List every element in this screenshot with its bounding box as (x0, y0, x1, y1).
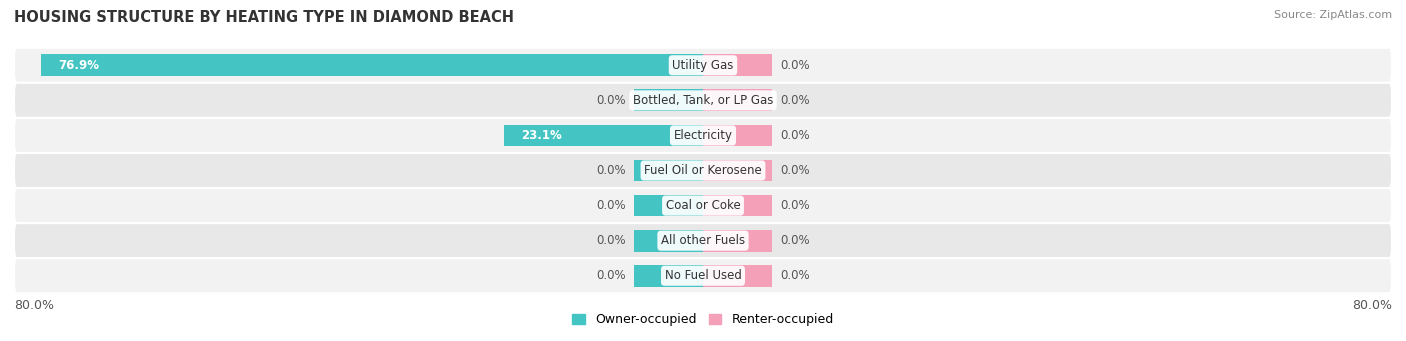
Text: 76.9%: 76.9% (58, 59, 98, 72)
Text: No Fuel Used: No Fuel Used (665, 269, 741, 282)
Text: Source: ZipAtlas.com: Source: ZipAtlas.com (1274, 10, 1392, 20)
FancyBboxPatch shape (14, 188, 1392, 223)
Text: All other Fuels: All other Fuels (661, 234, 745, 247)
Bar (634, 160, 703, 181)
FancyBboxPatch shape (14, 223, 1392, 258)
Bar (634, 230, 703, 252)
Text: 0.0%: 0.0% (780, 129, 810, 142)
FancyBboxPatch shape (14, 83, 1392, 118)
Bar (703, 265, 772, 286)
Text: 0.0%: 0.0% (780, 234, 810, 247)
Text: 0.0%: 0.0% (596, 94, 626, 107)
Text: 0.0%: 0.0% (780, 59, 810, 72)
Text: 0.0%: 0.0% (780, 269, 810, 282)
Bar (634, 265, 703, 286)
Text: Bottled, Tank, or LP Gas: Bottled, Tank, or LP Gas (633, 94, 773, 107)
Legend: Owner-occupied, Renter-occupied: Owner-occupied, Renter-occupied (568, 308, 838, 331)
Text: 0.0%: 0.0% (780, 94, 810, 107)
Bar (703, 89, 772, 111)
Text: 80.0%: 80.0% (14, 298, 53, 312)
Bar (41, 55, 703, 76)
Bar (703, 160, 772, 181)
Bar (703, 195, 772, 217)
Text: 0.0%: 0.0% (596, 234, 626, 247)
Text: 23.1%: 23.1% (522, 129, 562, 142)
Bar (703, 124, 772, 146)
Bar (703, 55, 772, 76)
FancyBboxPatch shape (14, 48, 1392, 83)
FancyBboxPatch shape (14, 118, 1392, 153)
Text: Utility Gas: Utility Gas (672, 59, 734, 72)
Text: 0.0%: 0.0% (780, 164, 810, 177)
Bar (634, 89, 703, 111)
Bar (634, 195, 703, 217)
Text: Fuel Oil or Kerosene: Fuel Oil or Kerosene (644, 164, 762, 177)
FancyBboxPatch shape (14, 153, 1392, 188)
Text: 0.0%: 0.0% (596, 199, 626, 212)
Text: 0.0%: 0.0% (596, 269, 626, 282)
Text: 80.0%: 80.0% (1353, 298, 1392, 312)
Text: HOUSING STRUCTURE BY HEATING TYPE IN DIAMOND BEACH: HOUSING STRUCTURE BY HEATING TYPE IN DIA… (14, 10, 515, 25)
Bar (703, 230, 772, 252)
Text: 0.0%: 0.0% (596, 164, 626, 177)
FancyBboxPatch shape (14, 258, 1392, 293)
Text: Electricity: Electricity (673, 129, 733, 142)
Bar (505, 124, 703, 146)
Text: Coal or Coke: Coal or Coke (665, 199, 741, 212)
Text: 0.0%: 0.0% (780, 199, 810, 212)
